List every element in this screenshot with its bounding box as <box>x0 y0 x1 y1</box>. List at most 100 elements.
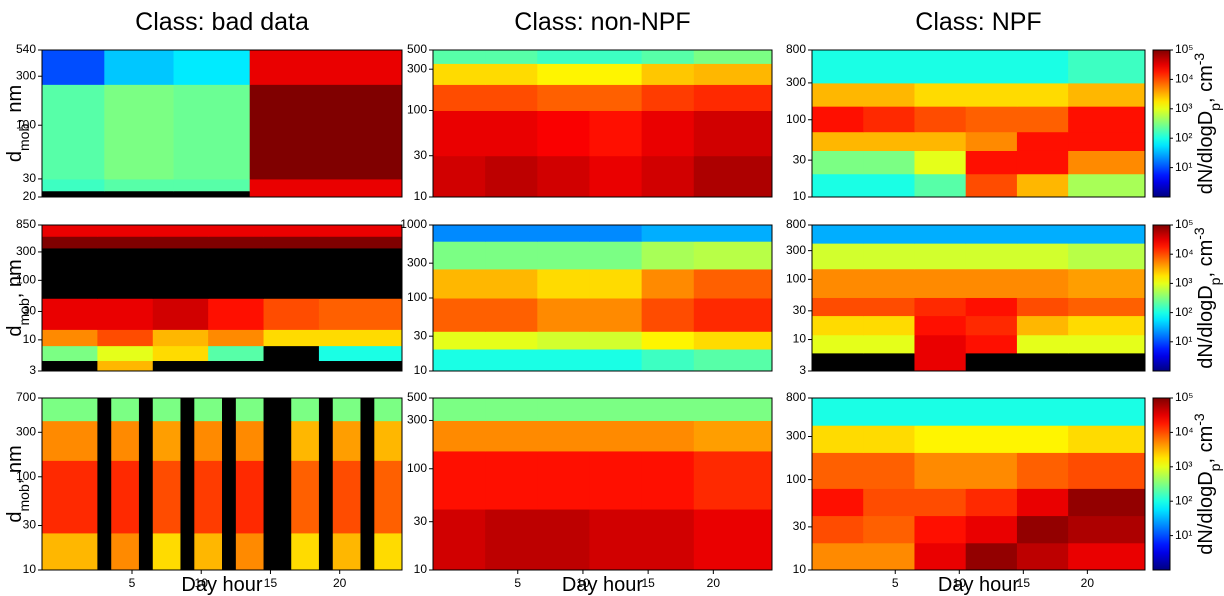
heat-cell <box>1016 452 1069 489</box>
heat-cell <box>693 450 773 510</box>
label-part: d <box>4 326 26 337</box>
heat-cell <box>693 509 773 571</box>
plot-frame <box>41 224 403 372</box>
label-part: -3 <box>1191 413 1207 426</box>
heat-cell <box>965 50 1018 84</box>
y-tick-label: 30 <box>793 152 807 166</box>
heat-cell <box>235 460 265 534</box>
heat-cell <box>863 315 915 336</box>
colorbar-tick-label: 10⁴ <box>1175 72 1194 86</box>
colorbar-tick-label: 10³ <box>1175 459 1192 473</box>
heat-cell <box>1016 82 1069 107</box>
heat-cell <box>693 398 773 421</box>
y-tick-label: 300 <box>16 424 36 438</box>
heat-cell <box>42 329 98 347</box>
x-axis-label: Day hour <box>181 574 262 596</box>
heat-cell <box>263 329 320 347</box>
x-tick-label: 15 <box>1017 576 1031 590</box>
x-tick-label: 15 <box>264 576 278 590</box>
colorbar-tick-label: 10² <box>1175 305 1192 319</box>
heat-cell <box>1016 425 1069 453</box>
heat-cell <box>863 268 915 298</box>
heat-cell <box>433 50 486 64</box>
heat-cell <box>1016 150 1069 175</box>
heat-cell <box>485 50 538 64</box>
label-part: , nm <box>4 445 26 484</box>
y-tick-label: 300 <box>407 255 427 269</box>
panel-title: Class: bad data <box>135 8 309 36</box>
heat-cell <box>180 460 195 534</box>
heat-cell <box>1016 398 1069 426</box>
y-tick-label: 3 <box>29 363 36 377</box>
heat-cell <box>1016 352 1069 372</box>
y-tick-label: 10 <box>793 189 807 203</box>
colorbar-tick-label: 10² <box>1175 130 1192 144</box>
heat-cell <box>433 241 486 270</box>
heat-cell <box>138 398 154 422</box>
label-part: d <box>4 512 26 523</box>
heat-cell <box>97 225 154 237</box>
y-tick-label: 1000 <box>400 217 427 231</box>
heat-cell <box>537 63 590 85</box>
heat-cell <box>589 84 643 111</box>
heat-cell <box>318 298 403 330</box>
heat-cell <box>263 460 292 534</box>
heat-cell <box>589 509 643 571</box>
y-tick-label: 800 <box>786 217 806 231</box>
heat-cell <box>104 178 175 192</box>
heat-cell <box>812 425 864 453</box>
heat-cell <box>249 50 403 85</box>
heat-cell <box>485 331 538 350</box>
heat-cell <box>485 155 538 198</box>
y-tick-label: 100 <box>786 272 806 286</box>
heat-cell <box>263 247 320 299</box>
heat-cell <box>1016 268 1069 298</box>
x-tick-label: 10 <box>576 576 590 590</box>
y-tick-label: 10 <box>414 189 428 203</box>
y-tick-label: 100 <box>16 117 36 131</box>
label-part: -3 <box>1191 227 1207 240</box>
heat-cell <box>291 398 320 422</box>
heat-cell <box>693 50 773 64</box>
label-part: mob <box>16 484 32 511</box>
heat-cell <box>433 63 486 85</box>
y-tick-label: 30 <box>414 514 428 528</box>
colorbar-tick-label: 10¹ <box>1175 334 1192 348</box>
heat-cell <box>194 460 223 534</box>
heat-cell <box>589 155 643 198</box>
y-axis-label: dmob, nm <box>4 259 32 336</box>
heat-cell <box>152 236 209 249</box>
y-tick-label: 10 <box>793 332 807 346</box>
heat-cell <box>863 515 915 544</box>
heat-cell <box>433 398 486 421</box>
heat-cell <box>641 298 695 332</box>
heat-cell <box>1068 173 1146 198</box>
heat-cell <box>485 349 538 372</box>
heat-cell <box>111 420 140 461</box>
heat-cell <box>693 63 773 85</box>
heat-cell <box>863 542 915 571</box>
heat-cell <box>318 236 403 249</box>
y-tick-label: 300 <box>786 429 806 443</box>
y-axis-label: dmob, nm <box>4 85 32 162</box>
heat-cell <box>965 452 1018 489</box>
heat-cell <box>194 420 223 461</box>
heat-cell <box>641 241 695 270</box>
y-tick-label: 30 <box>23 518 37 532</box>
label-part: d <box>4 151 26 162</box>
heat-cell <box>914 268 967 298</box>
heat-cell <box>180 420 195 461</box>
heat-cell <box>914 542 967 571</box>
heat-cell <box>863 352 915 372</box>
heat-cell <box>222 460 237 534</box>
heat-cell <box>1068 315 1146 336</box>
y-tick-label: 500 <box>407 390 427 404</box>
heat-cell <box>249 84 403 180</box>
heat-cell <box>641 420 695 452</box>
heat-cell <box>1016 173 1069 198</box>
heat-cell <box>965 106 1018 133</box>
heat-cell <box>914 515 967 544</box>
heat-cell <box>812 352 864 372</box>
heat-cell <box>104 190 175 198</box>
heat-cell <box>263 532 292 571</box>
